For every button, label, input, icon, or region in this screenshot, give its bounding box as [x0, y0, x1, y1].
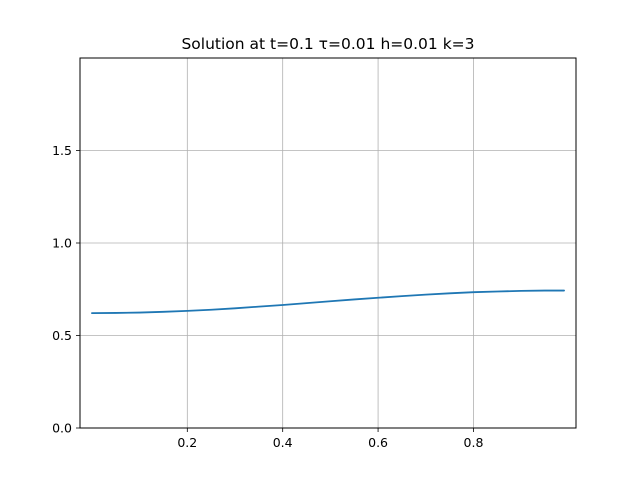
y-axis: 0.0 0.5 1.0 1.5: [52, 143, 80, 436]
x-axis: 0.2 0.4 0.6 0.8: [177, 428, 483, 450]
x-tick-label: 0.8: [464, 435, 484, 450]
y-tick-label: 1.0: [52, 236, 72, 251]
chart-title: Solution at t=0.1 τ=0.01 h=0.01 k=3: [181, 35, 474, 53]
y-tick-label: 0.5: [52, 328, 72, 343]
series-line: [91, 289, 565, 315]
series-group: [91, 289, 565, 315]
y-tick-label: 1.5: [52, 143, 72, 158]
x-tick-label: 0.4: [273, 435, 293, 450]
x-tick-label: 0.2: [177, 435, 197, 450]
y-tick-label: 0.0: [52, 421, 72, 436]
x-tick-label: 0.6: [368, 435, 388, 450]
